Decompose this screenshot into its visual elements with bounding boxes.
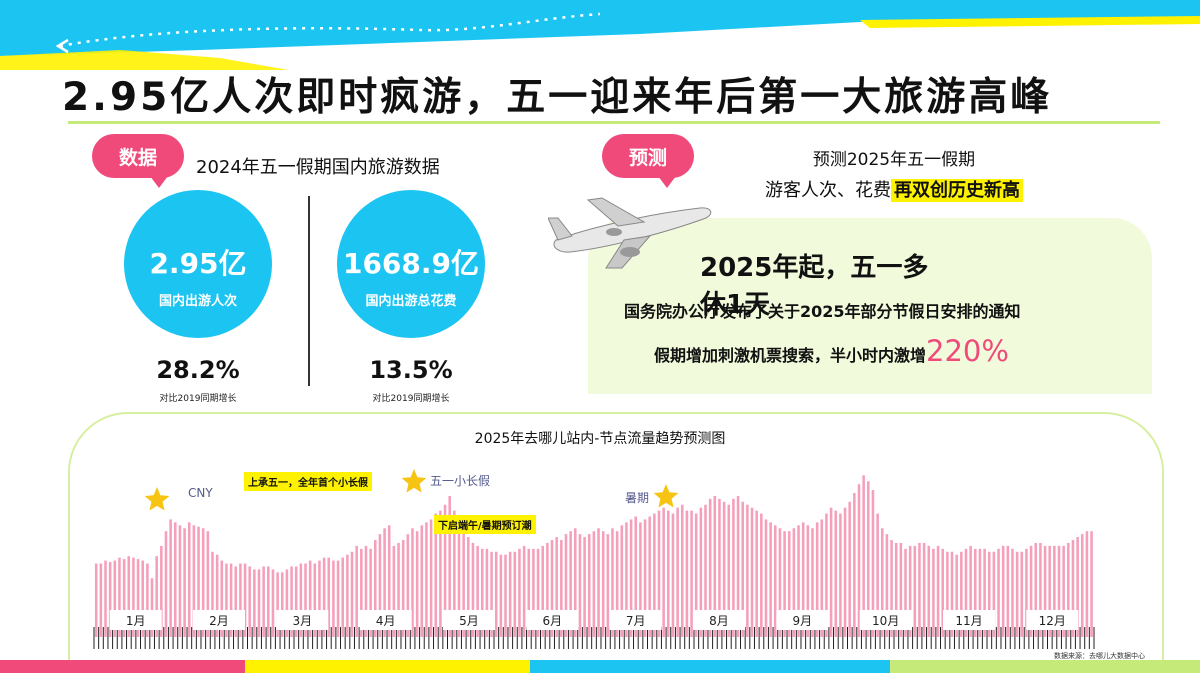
stat-divider <box>308 196 310 386</box>
data-tag: 数据 <box>92 134 184 178</box>
forecast-tag: 预测 <box>602 134 694 178</box>
surge-text: 假期增加刺激机票搜索，半小时内激增 <box>654 346 927 365</box>
annotation-mayday-context: 上承五一，全年首个小长假 <box>244 472 372 491</box>
stat-label: 国内出游人次 <box>158 294 237 309</box>
stat-circle-travelers: 2.95亿 国内出游人次 <box>124 190 272 338</box>
stat-growth: 28.2% <box>156 356 240 384</box>
annotation-dragonboat-summer: 下启端午/暑期预订潮 <box>434 515 536 534</box>
data-tag-tail <box>150 176 168 188</box>
stat-value: 2.95亿 <box>149 247 247 280</box>
forecast-notice: 国务院办公厅发布了关于2025年部分节假日安排的通知 <box>624 302 1021 321</box>
stat-growth: 13.5% <box>369 356 453 384</box>
forecast-tag-tail <box>658 176 676 188</box>
stat-circle-spending: 1668.9亿 国内出游总花费 <box>337 190 485 338</box>
top-decoration <box>0 0 1200 70</box>
title-divider <box>68 121 1160 124</box>
stat-value: 1668.9亿 <box>342 247 480 280</box>
stat-growth-note: 对比2019同期增长 <box>159 394 237 404</box>
chart-title: 2025年去哪儿站内-节点流量趋势预测图 <box>474 431 726 447</box>
annotation-mayday: 五一小长假 <box>430 474 491 488</box>
annotation-cny: CNY <box>188 486 213 500</box>
left-section-title: 2024年五一假期国内旅游数据 <box>196 157 440 178</box>
page-title: 2.95亿人次即时疯游，五一迎来年后第一大旅游高峰 <box>62 75 1053 120</box>
forecast-title-prefix: 游客人次、花费 <box>765 180 891 201</box>
stat-label: 国内出游总花费 <box>365 294 457 309</box>
forecast-panel <box>588 218 1152 394</box>
surge-value: 220% <box>926 334 1009 368</box>
airplane-icon <box>548 197 712 269</box>
forecast-headline: 2025年起，五一多休1天 <box>700 253 929 320</box>
bottom-color-bar <box>0 660 1200 673</box>
forecast-search-surge: 假期增加刺激机票搜索，半小时内激增220% <box>654 334 1114 368</box>
annotation-summer: 暑期 <box>625 491 650 505</box>
forecast-highlight: 再双创历史新高 <box>891 179 1023 202</box>
data-source: 数据来源：去哪儿大数据中心 <box>1054 652 1145 660</box>
forecast-title-line2: 游客人次、花费 再双创历史新高 <box>716 176 1072 202</box>
chart-frame <box>68 412 1164 662</box>
forecast-title-line1: 预测2025年五一假期 <box>812 150 976 170</box>
stat-growth-note: 对比2019同期增长 <box>372 394 450 404</box>
